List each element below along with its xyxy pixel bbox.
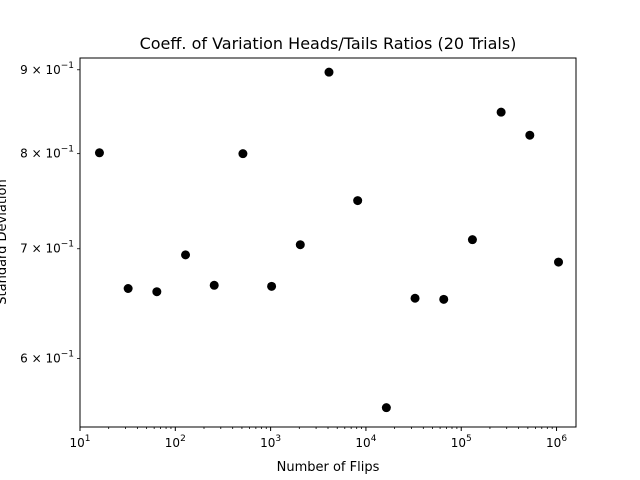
data-point bbox=[295, 240, 305, 250]
data-point bbox=[267, 281, 277, 291]
data-point bbox=[94, 148, 104, 158]
data-point bbox=[209, 280, 219, 290]
data-points bbox=[94, 67, 564, 413]
y-tick-label: 8 × 10−1 bbox=[20, 145, 74, 161]
data-point bbox=[181, 250, 191, 260]
data-point bbox=[525, 130, 535, 140]
y-tick-label: 9 × 10−1 bbox=[20, 61, 74, 77]
y-tick-label: 6 × 10−1 bbox=[20, 350, 74, 366]
data-point bbox=[554, 257, 564, 267]
x-tick-label: 102 bbox=[165, 434, 186, 450]
x-axis-label: Number of Flips bbox=[277, 460, 380, 475]
data-point bbox=[353, 196, 363, 206]
y-axis-label: Standard Deviation bbox=[0, 179, 10, 304]
data-point bbox=[410, 293, 420, 303]
plot-frame bbox=[79, 57, 577, 428]
data-point bbox=[324, 67, 334, 77]
data-point bbox=[238, 149, 248, 159]
data-point bbox=[439, 294, 449, 304]
x-tick-label: 101 bbox=[69, 434, 90, 450]
chart-title: Coeff. of Variation Heads/Tails Ratios (… bbox=[140, 34, 517, 53]
data-point bbox=[152, 287, 162, 297]
x-tick-label: 103 bbox=[260, 434, 281, 450]
y-tick-label: 7 × 10−1 bbox=[20, 240, 74, 256]
x-tick-label: 104 bbox=[355, 434, 376, 450]
axis-ticks: 101 102 103 104 105 106 6 × 10−1 7 × 10−1 8 × 10… bbox=[20, 61, 567, 450]
data-point bbox=[467, 235, 477, 245]
data-point bbox=[496, 107, 506, 117]
x-tick-label: 106 bbox=[546, 434, 567, 450]
data-point bbox=[123, 283, 133, 293]
data-point bbox=[381, 403, 391, 413]
x-tick-label: 105 bbox=[451, 434, 472, 450]
